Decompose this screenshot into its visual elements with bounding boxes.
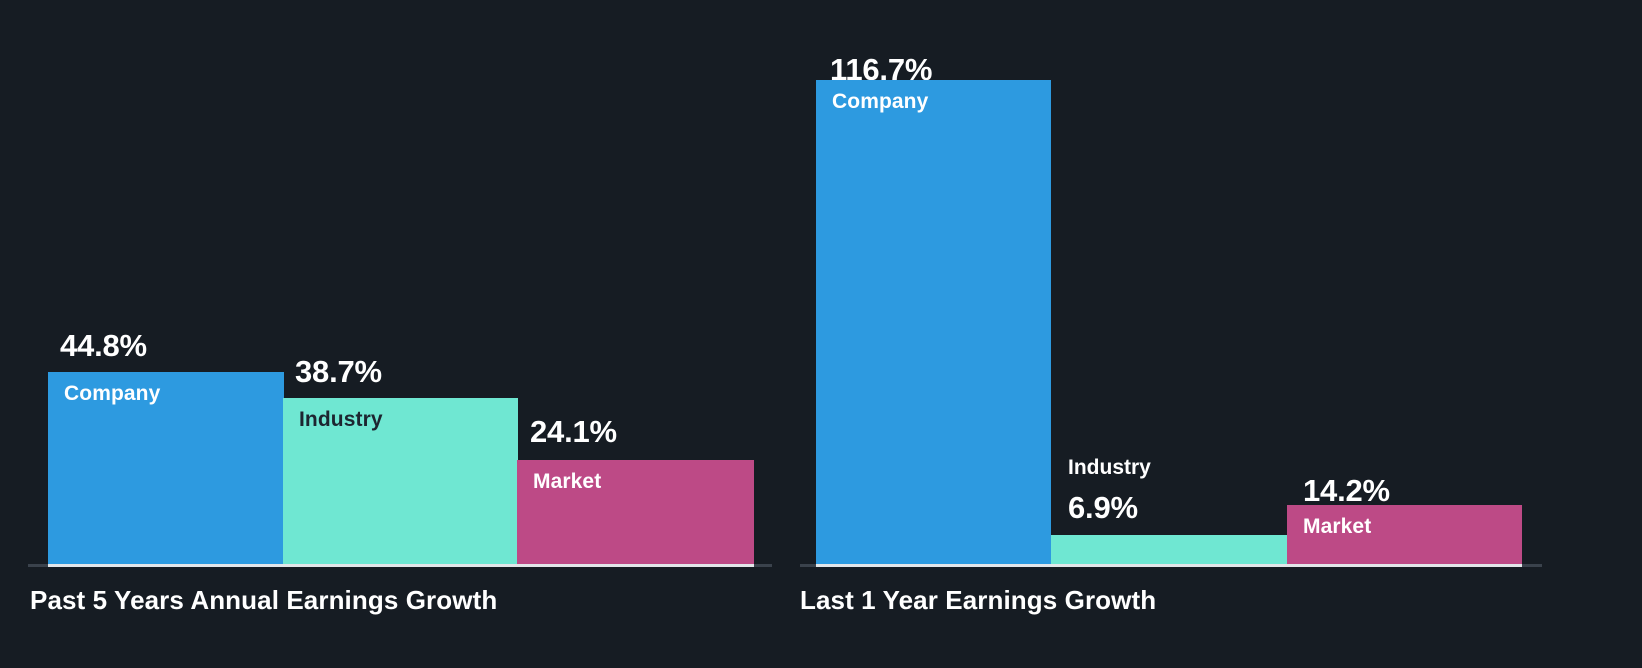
panel-title-past-5-years: Past 5 Years Annual Earnings Growth: [30, 585, 498, 615]
bar-label-market: Market: [533, 470, 602, 493]
panel-title-last-1-year: Last 1 Year Earnings Growth: [800, 585, 1157, 615]
bar-label-industry: Industry: [1068, 456, 1151, 479]
bar-value-company: 44.8%: [60, 328, 147, 363]
chart-panel-last-1-year: 116.7% Company Industry 6.9% 14.2% Marke…: [800, 0, 1642, 668]
bar-value-industry: 6.9%: [1068, 490, 1138, 525]
axis-baseline-left: [48, 564, 754, 567]
bar-industry[interactable]: Industry: [283, 398, 518, 564]
bar-value-company: 116.7%: [830, 52, 933, 87]
bar-label-company: Company: [832, 90, 929, 113]
axis-baseline-right: [816, 564, 1522, 567]
bar-annotation-industry: Industry 6.9%: [1068, 457, 1151, 523]
bar-value-market: 14.2%: [1303, 473, 1390, 508]
bar-market[interactable]: Market: [517, 460, 754, 564]
bar-market[interactable]: Market: [1287, 505, 1522, 564]
chart-panel-past-5-years: 44.8% Company 38.7% Industry 24.1% Marke…: [0, 0, 800, 668]
bar-value-market: 24.1%: [530, 414, 617, 449]
bar-value-industry: 38.7%: [295, 354, 382, 389]
bar-label-market: Market: [1303, 515, 1372, 538]
plot-area-last-1-year: 116.7% Company Industry 6.9% 14.2% Marke…: [800, 0, 1642, 668]
plot-area-past-5-years: 44.8% Company 38.7% Industry 24.1% Marke…: [0, 0, 800, 668]
bar-label-industry: Industry: [299, 408, 383, 431]
bar-industry[interactable]: [1051, 535, 1287, 564]
bar-label-company: Company: [64, 382, 161, 405]
bar-company[interactable]: Company: [48, 372, 284, 564]
bar-company[interactable]: Company: [816, 80, 1051, 564]
